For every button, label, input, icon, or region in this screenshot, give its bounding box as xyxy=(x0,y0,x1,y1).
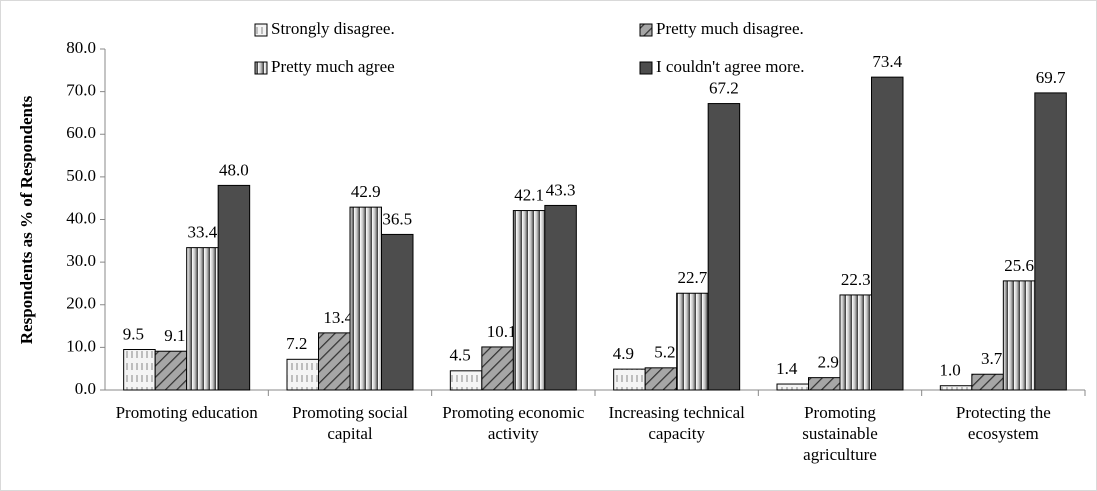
value-label: 9.1 xyxy=(164,326,185,345)
value-label: 42.9 xyxy=(351,182,381,201)
bar xyxy=(839,294,872,391)
x-tick-label: Increasing technical capacity xyxy=(608,403,745,443)
legend-label: Pretty much agree xyxy=(271,57,395,76)
value-label: 22.3 xyxy=(841,270,871,289)
y-tick-label: 0.0 xyxy=(75,379,96,398)
value-label: 5.2 xyxy=(654,343,675,362)
value-label: 33.4 xyxy=(188,223,218,242)
legend-label: Pretty much disagree. xyxy=(656,19,804,38)
legend-swatch xyxy=(254,23,268,37)
value-label: 4.9 xyxy=(613,344,634,363)
y-tick-label: 70.0 xyxy=(66,81,96,100)
bar xyxy=(318,332,351,391)
value-label: 42.1 xyxy=(514,185,544,204)
value-label: 69.7 xyxy=(1036,68,1066,87)
x-tick-label: Promoting education xyxy=(115,403,258,422)
bar xyxy=(939,385,973,391)
value-label: 73.4 xyxy=(872,52,902,71)
bar xyxy=(676,292,709,391)
legend-swatch xyxy=(639,23,653,37)
bar xyxy=(286,358,319,391)
value-label: 22.7 xyxy=(678,268,708,287)
bar xyxy=(512,210,546,391)
y-tick-label: 10.0 xyxy=(66,336,96,355)
bar xyxy=(971,373,1004,391)
legend-label: Strongly disagree. xyxy=(271,19,395,38)
value-label: 43.3 xyxy=(546,180,576,199)
value-label: 3.7 xyxy=(981,349,1003,368)
bar xyxy=(349,206,382,391)
bar xyxy=(613,368,646,391)
y-tick-label: 40.0 xyxy=(66,208,96,227)
value-label: 1.4 xyxy=(776,359,798,378)
x-tick-label: Protecting the ecosystem xyxy=(955,403,1051,443)
bar xyxy=(1034,92,1067,391)
value-label: 13.4 xyxy=(323,308,353,327)
bar xyxy=(808,377,841,391)
value-label: 67.2 xyxy=(709,78,739,97)
value-label: 36.5 xyxy=(382,209,412,228)
value-label: 48.0 xyxy=(219,160,249,179)
y-tick-label: 30.0 xyxy=(66,251,96,270)
legend-label: I couldn't agree more. xyxy=(656,57,804,76)
y-tick-label: 80.0 xyxy=(66,38,96,57)
bar xyxy=(707,103,741,391)
legend-swatch xyxy=(639,61,653,75)
value-label: 1.0 xyxy=(939,361,960,380)
bar xyxy=(449,370,483,391)
y-tick-label: 50.0 xyxy=(66,166,96,185)
y-tick-label: 20.0 xyxy=(66,294,96,313)
bar xyxy=(544,204,577,391)
bar xyxy=(644,367,678,391)
value-label: 2.9 xyxy=(818,353,839,372)
value-label: 10.1 xyxy=(487,322,517,341)
bar xyxy=(381,233,414,391)
value-label: 7.2 xyxy=(286,334,307,353)
value-label: 9.5 xyxy=(123,324,144,343)
value-label: 4.5 xyxy=(449,346,470,365)
bar xyxy=(217,184,251,391)
bar xyxy=(871,76,904,391)
bar xyxy=(776,383,809,391)
legend-swatch xyxy=(254,61,268,75)
y-tick-label: 60.0 xyxy=(66,123,96,142)
bar xyxy=(481,346,514,391)
y-axis-label: Respondents as % of Respondents xyxy=(17,95,36,344)
x-tick-label: Promoting sustainable agriculture xyxy=(802,403,878,464)
bar xyxy=(1002,280,1036,391)
bar xyxy=(186,247,219,391)
x-tick-label: Promoting social capital xyxy=(292,403,408,443)
value-label: 25.6 xyxy=(1004,256,1034,275)
bar xyxy=(154,350,188,391)
bar xyxy=(123,349,156,391)
x-tick-label: Promoting economic activity xyxy=(442,403,585,443)
